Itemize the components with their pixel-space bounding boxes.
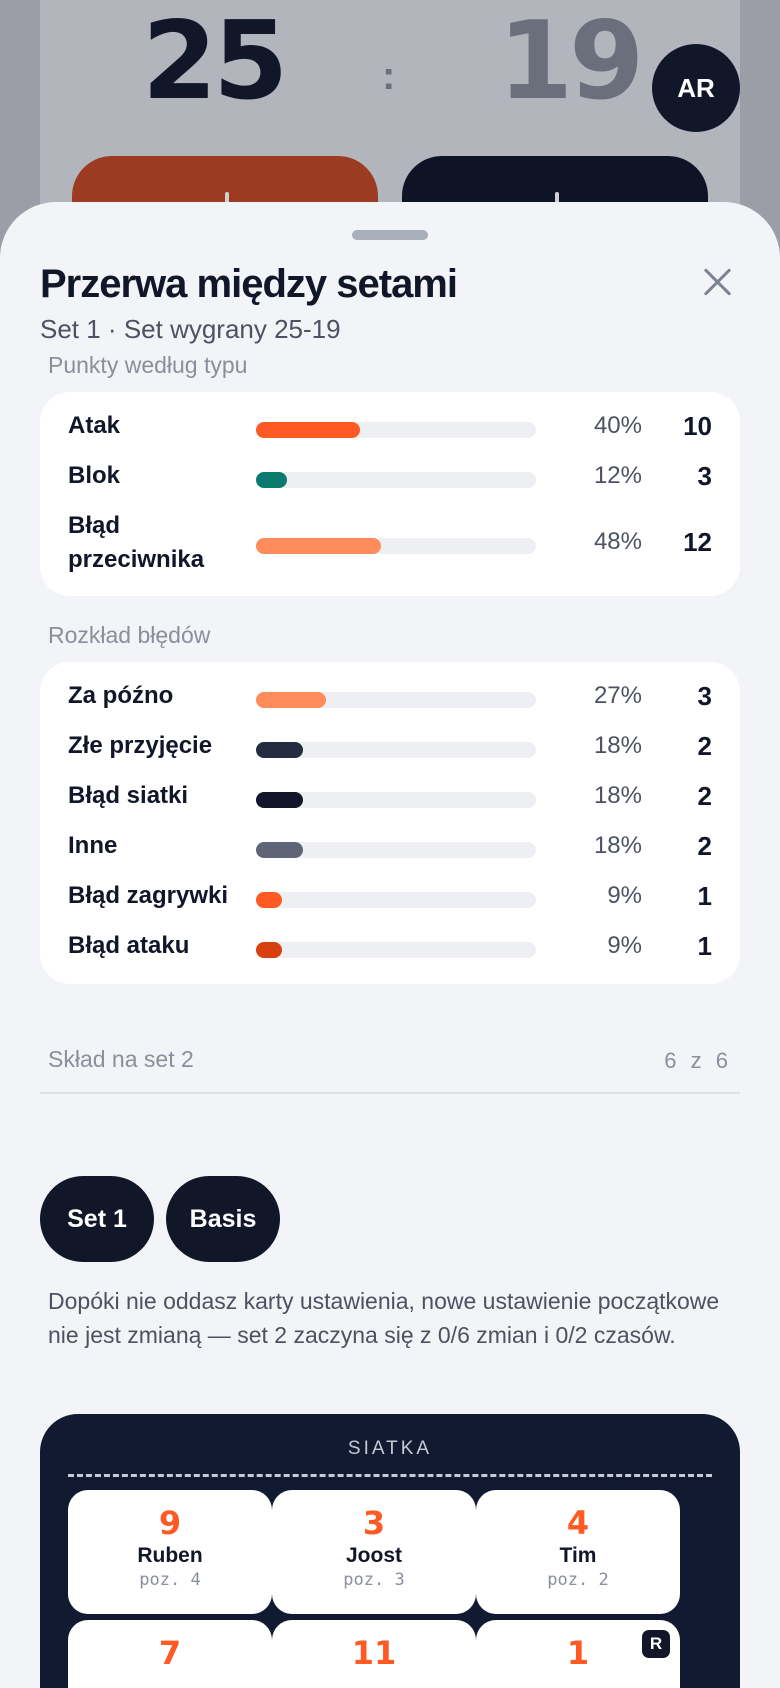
error-type-bar-track (256, 842, 536, 858)
error-type-bar-fill (256, 942, 282, 958)
plus-icon (555, 192, 559, 206)
points-type-bar-fill (256, 538, 381, 554)
error-type-label: Błąd ataku (68, 932, 190, 959)
error-type-bar-fill (256, 692, 326, 708)
sheet-grabber[interactable] (352, 230, 428, 240)
player-name: Joost (345, 1544, 402, 1567)
error-type-percent: 18% (593, 732, 642, 759)
error-type-percent: 18% (593, 832, 642, 859)
error-breakdown-card: Za późno 27% 3 Złe przyjęcie 18% 2 Błąd siatki… (40, 662, 740, 984)
plus-icon (225, 192, 229, 206)
player-card[interactable]: 7 (68, 1620, 272, 1688)
error-type-label: Inne (68, 832, 118, 859)
points-type-percent: 48% (593, 528, 642, 555)
player-number: 4 (566, 1504, 590, 1542)
close-icon[interactable] (702, 266, 734, 298)
error-type-bar-track (256, 692, 536, 708)
player-name: Tim (559, 1544, 597, 1567)
score-separator: : (382, 54, 396, 98)
points-type-bar-track (256, 472, 536, 488)
error-type-label: Złe przyjęcie (68, 732, 213, 759)
basis-button[interactable]: Basis (166, 1176, 280, 1262)
error-type-count: 1 (697, 881, 712, 911)
role-badge: R (642, 1630, 670, 1658)
player-position: poz. 3 (343, 1570, 405, 1590)
points-type-count: 10 (683, 411, 712, 441)
player-card[interactable]: 4 Tim poz. 2 (476, 1490, 680, 1614)
error-type-percent: 9% (607, 882, 642, 909)
points-type-percent: 12% (593, 462, 642, 489)
points-type-percent: 40% (593, 412, 642, 439)
error-type-percent: 27% (593, 682, 642, 709)
lineup-note: Dopóki nie oddasz karty ustawienia, nowe… (48, 1288, 720, 1348)
player-number: 9 (158, 1504, 182, 1542)
error-type-bar-fill (256, 792, 303, 808)
error-type-count: 2 (697, 781, 712, 811)
error-type-bar-track (256, 792, 536, 808)
points-type-label: Błąd przeciwnika (68, 512, 205, 573)
player-card[interactable]: 11 (272, 1620, 476, 1688)
error-type-bar-fill (256, 742, 303, 758)
points-type-count: 12 (683, 527, 712, 557)
error-type-bar-track (256, 742, 536, 758)
error-type-bar-track (256, 942, 536, 958)
player-number: 7 (158, 1634, 182, 1672)
error-type-count: 2 (697, 831, 712, 861)
player-number: 11 (351, 1634, 397, 1672)
net-line (68, 1474, 712, 1477)
avatar[interactable]: AR (652, 44, 740, 132)
player-card[interactable]: 3 Joost poz. 3 (272, 1490, 476, 1614)
points-type-count: 3 (697, 461, 712, 491)
error-type-label: Błąd zagrywki (68, 882, 229, 909)
set-break-sheet: Przerwa między setami Set 1 · Set wygran… (0, 202, 780, 1688)
error-type-count: 1 (697, 931, 712, 961)
court-net-label: SIATKA (347, 1438, 433, 1459)
points-type-bar-track (256, 422, 536, 438)
points-type-bar-fill (256, 422, 360, 438)
error-type-count: 2 (697, 731, 712, 761)
error-breakdown-label: Rozkład błędów (48, 622, 211, 648)
sheet-title: Przerwa między setami (40, 262, 458, 306)
player-position: poz. 4 (139, 1570, 201, 1590)
player-number: 1 (566, 1634, 590, 1672)
error-type-label: Za późno (68, 682, 174, 709)
sheet-subtitle: Set 1 · Set wygrany 25-19 (40, 314, 341, 344)
player-position: poz. 2 (547, 1570, 609, 1590)
error-type-percent: 18% (593, 782, 642, 809)
error-type-bar-fill (256, 892, 282, 908)
points-by-type-card: Atak 40% 10 Blok 12% 3 Błąd przeciwnika 48% 12 (40, 392, 740, 596)
court: SIATKA 9 Ruben poz. 4 3 Joost poz. 3 4 Tim poz. … (40, 1414, 740, 1688)
player-number: 3 (362, 1504, 386, 1542)
points-type-label: Atak (68, 412, 121, 439)
error-type-label: Błąd siatki (68, 782, 189, 809)
away-score: 19 (498, 0, 644, 124)
set-1-button[interactable]: Set 1 (40, 1176, 154, 1262)
lineup-label: Skład na set 2 (48, 1046, 194, 1072)
error-type-count: 3 (697, 681, 712, 711)
lineup-count: 6 z 6 (664, 1048, 732, 1073)
points-type-bar-track (256, 538, 536, 554)
error-type-bar-track (256, 892, 536, 908)
error-type-percent: 9% (607, 932, 642, 959)
points-type-bar-fill (256, 472, 287, 488)
points-type-label: Blok (68, 462, 121, 489)
points-by-type-label: Punkty według typu (48, 352, 248, 378)
divider (40, 1092, 740, 1094)
error-type-bar-fill (256, 842, 303, 858)
player-name: Ruben (137, 1544, 203, 1567)
player-card[interactable]: 9 Ruben poz. 4 (68, 1490, 272, 1614)
home-score: 25 (142, 0, 288, 124)
